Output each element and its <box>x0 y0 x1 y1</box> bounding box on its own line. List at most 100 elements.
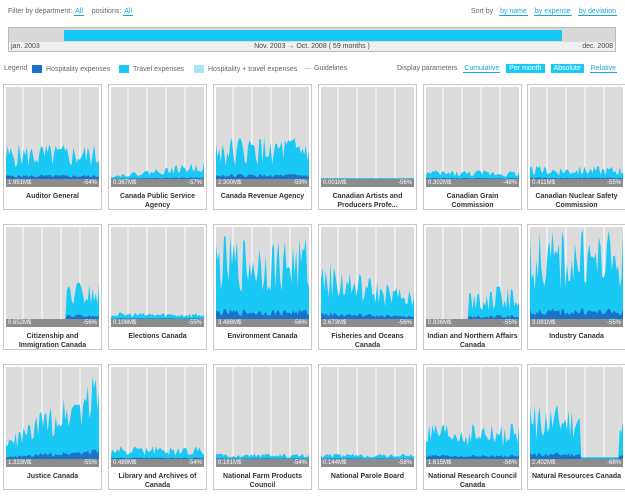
department-card[interactable]: 3.488M$ -56% Environment Canada <box>213 224 312 350</box>
department-name: Elections Canada <box>128 333 187 340</box>
department-chart: 0.836M$ -55% <box>426 227 519 327</box>
department-stats: 0.001M$ -56% <box>321 179 414 187</box>
department-amount: 0.489M$ <box>113 460 137 466</box>
department-deviation: -54% <box>187 460 202 466</box>
param-cumulative-button[interactable]: Cumulative <box>463 65 501 73</box>
department-stats: 0.652M$ -56% <box>6 319 99 327</box>
hospitality-expense-area <box>426 177 519 179</box>
department-card[interactable]: 1.951M$ -54% Auditor General <box>3 84 102 210</box>
department-card[interactable]: 3.081M$ -55% Industry Canada <box>527 224 625 350</box>
department-amount: 0.108M$ <box>113 320 137 326</box>
department-card[interactable]: 0.411M$ -55% Canadian Nuclear Safety Commi… <box>527 84 625 210</box>
legend-item-hospitality: Hospitality expenses <box>32 65 110 73</box>
department-amount: 3.488M$ <box>218 320 242 326</box>
department-card[interactable]: 2.673M$ -56% Fisheries and Oceans Canada <box>318 224 417 350</box>
travel-expense-area <box>216 453 309 459</box>
department-card[interactable]: 0.181M$ -54% National Farm Products Counci… <box>213 364 312 490</box>
department-name: Indian and Northern Affairs Canada <box>427 333 518 349</box>
department-deviation: -55% <box>502 320 517 326</box>
legend-item-label: Hospitality + travel expenses <box>208 65 298 73</box>
department-deviation: -54% <box>292 460 307 466</box>
combined-swatch <box>194 65 204 73</box>
hospitality-expense-area <box>216 174 309 179</box>
department-card[interactable]: 2.402M$ -68% Natural Resources Canada <box>527 364 625 490</box>
department-amount: 0.001M$ <box>323 180 347 186</box>
department-deviation: -55% <box>606 180 621 186</box>
department-card[interactable]: 0.652M$ -56% Citizenship and Immigration C… <box>3 224 102 350</box>
department-name: National Farm Products Council <box>223 473 302 489</box>
department-card[interactable]: 0.144M$ -58% National Parole Board <box>318 364 417 490</box>
department-card[interactable]: 0.302M$ -48% Canadian Grain Commission <box>423 84 522 210</box>
department-card[interactable]: 0.489M$ -54% Library and Archives of Canad… <box>108 364 207 490</box>
timeline-end-label: dec. 2008 <box>582 43 613 50</box>
department-stats: 3.488M$ -56% <box>216 319 309 327</box>
sort-by-expense-link[interactable]: by expense <box>533 8 572 16</box>
travel-expense-area <box>321 453 414 459</box>
department-amount: 2.402M$ <box>532 460 556 466</box>
department-chart: 0.302M$ -48% <box>426 87 519 187</box>
department-amount: 1.615M$ <box>428 460 452 466</box>
department-filter-link[interactable]: All <box>74 8 84 16</box>
department-deviation: -68% <box>606 460 621 466</box>
department-card[interactable]: 0.001M$ -56% Canadian Artists and Producer… <box>318 84 417 210</box>
department-amount: 0.144M$ <box>323 460 347 466</box>
timeline-slider[interactable]: jan. 2003 Nov. 2003 → Oct. 2008 ( 59 mon… <box>8 27 616 52</box>
department-card[interactable]: 1.333M$ -55% Justice Canada <box>3 364 102 490</box>
department-name: Justice Canada <box>26 473 79 480</box>
department-card[interactable]: 0.836M$ -55% Indian and Northern Affairs C… <box>423 224 522 350</box>
department-grid: 1.951M$ -54% Auditor General 0.367M$ -57% Can… <box>0 84 625 496</box>
department-stats: 0.181M$ -54% <box>216 459 309 467</box>
department-deviation: -57% <box>187 180 202 186</box>
department-chart: 2.673M$ -56% <box>321 227 414 327</box>
param-per-month-button[interactable]: Per month <box>506 64 545 73</box>
hospitality-expense-area <box>530 177 623 179</box>
department-stats: 1.333M$ -55% <box>6 459 99 467</box>
department-stats: 0.411M$ -55% <box>530 179 623 187</box>
param-relative-button[interactable]: Relative <box>589 65 617 73</box>
department-amount: 0.836M$ <box>428 320 452 326</box>
department-name: Natural Resources Canada <box>531 473 622 480</box>
travel-expense-area <box>426 286 519 319</box>
hospitality-expense-area <box>111 318 204 319</box>
legend-item-guidelines: — Guidelines <box>304 65 347 72</box>
display-parameters: Display parameters Cumulative Per month … <box>397 64 617 73</box>
department-chart: 1.615M$ -56% <box>426 367 519 467</box>
department-stats: 0.302M$ -48% <box>426 179 519 187</box>
department-amount: 1.333M$ <box>8 460 32 466</box>
department-chart: 2.402M$ -68% <box>530 367 623 467</box>
positions-filter-link[interactable]: All <box>123 8 134 16</box>
department-card[interactable]: 0.108M$ -55% Elections Canada <box>108 224 207 350</box>
department-card[interactable]: 1.615M$ -56% National Research Council Can… <box>423 364 522 490</box>
travel-expense-area <box>6 376 99 459</box>
legend-item-label: Travel expenses <box>133 65 185 73</box>
department-chart: 0.181M$ -54% <box>216 367 309 467</box>
department-chart: 0.411M$ -55% <box>530 87 623 187</box>
department-chart: 1.951M$ -54% <box>6 87 99 187</box>
sort-by-deviation-link[interactable]: by deviation <box>577 8 617 16</box>
department-stats: 0.367M$ -57% <box>111 179 204 187</box>
department-amount: 3.081M$ <box>532 320 556 326</box>
department-name: Environment Canada <box>227 333 298 340</box>
param-absolute-button[interactable]: Absolute <box>550 64 584 73</box>
department-amount: 0.181M$ <box>218 460 242 466</box>
travel-swatch <box>119 65 129 73</box>
hospitality-expense-area <box>6 174 99 179</box>
department-amount: 0.302M$ <box>428 180 452 186</box>
hospitality-expense-area <box>111 457 204 459</box>
department-deviation: -54% <box>82 180 97 186</box>
legend-item-label: Guidelines <box>314 65 348 72</box>
sort-by-name-link[interactable]: by name <box>499 8 528 16</box>
department-deviation: -55% <box>606 320 621 326</box>
department-deviation: -56% <box>397 180 412 186</box>
hospitality-expense-area <box>321 312 414 319</box>
department-card[interactable]: 2.300M$ -59% Canada Revenue Agency <box>213 84 312 210</box>
department-chart: 0.367M$ -57% <box>111 87 204 187</box>
legend-item-combined: Hospitality + travel expenses <box>194 65 297 73</box>
department-stats: 3.081M$ -55% <box>530 319 623 327</box>
department-stats: 2.402M$ -68% <box>530 459 623 467</box>
travel-expense-area <box>530 404 623 459</box>
department-stats: 0.489M$ -54% <box>111 459 204 467</box>
display-parameters-label: Display parameters <box>397 65 458 72</box>
department-card[interactable]: 0.367M$ -57% Canada Public Service Agency <box>108 84 207 210</box>
timeline-range-handle[interactable] <box>64 30 562 41</box>
